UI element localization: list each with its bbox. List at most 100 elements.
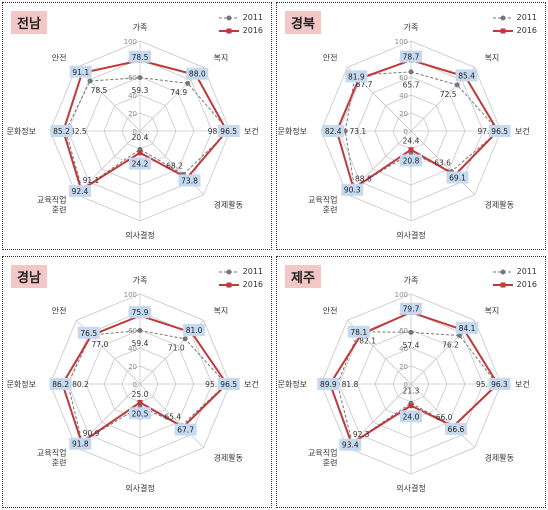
data-label-2011: 20.4 xyxy=(132,133,149,142)
data-label-box xyxy=(178,174,201,187)
data-label-2011: 77.0 xyxy=(92,340,109,349)
tick-label: 60 xyxy=(399,327,408,335)
data-label-2016: 85.4 xyxy=(458,71,475,80)
data-label-2011: 21.3 xyxy=(403,387,420,396)
data-label-2016: 81.0 xyxy=(186,326,203,335)
data-label-2011: 97.2 xyxy=(478,127,495,136)
axis-label: 문화정보 xyxy=(7,379,36,389)
axis-label: 가족 xyxy=(133,23,148,32)
data-label-box xyxy=(49,378,72,390)
tick-label: 20 xyxy=(128,110,137,118)
axis-label: 복지 xyxy=(485,53,500,62)
data-label-box xyxy=(488,125,511,137)
data-label-box xyxy=(174,423,197,436)
data-label-box xyxy=(68,185,91,198)
data-label-2016: 96.5 xyxy=(220,127,237,136)
data-label-2016: 84.1 xyxy=(459,324,476,333)
data-label-box xyxy=(129,50,151,63)
data-label-box xyxy=(322,125,345,137)
tick-label: 20 xyxy=(399,110,408,118)
data-label-2011: 25.0 xyxy=(132,390,149,399)
tick-label: 40 xyxy=(399,92,408,100)
series-line-2011 xyxy=(65,77,230,190)
axis-label: 경제활동 xyxy=(214,200,243,210)
tick-label: 40 xyxy=(128,345,137,353)
tick-label: 100 xyxy=(124,291,137,299)
point-2016 xyxy=(137,399,143,405)
axis-label: 가족 xyxy=(404,276,419,285)
axis-label: 안전 xyxy=(323,305,338,315)
panel-gyeongbuk: 경북 2011 2016 020406080100가족복지보건경제활동의사결정교… xyxy=(276,2,546,250)
axis-label: 가족 xyxy=(133,276,148,285)
legend-2016: 2016 xyxy=(516,26,537,35)
data-label-2011: 76.2 xyxy=(442,340,459,349)
axis-label: 가족 xyxy=(404,23,419,32)
data-label-box xyxy=(129,306,151,319)
point-2016 xyxy=(408,147,414,153)
data-label-box xyxy=(345,70,368,83)
data-label-2016: 81.9 xyxy=(348,72,365,81)
axis-label: 복지 xyxy=(485,306,500,315)
radar-grid: 020406080100 xyxy=(320,38,502,222)
axis-label: 교육직업 훈련 xyxy=(37,195,66,215)
axis-label: 경제활동 xyxy=(485,453,514,463)
legend: 2011 2016 xyxy=(492,11,537,37)
data-label-2011: 68.2 xyxy=(166,161,183,170)
data-label-2011: 74.9 xyxy=(170,88,187,97)
tick-label: 0 xyxy=(404,128,408,136)
data-label-box xyxy=(69,65,92,78)
data-label-2011: 59.4 xyxy=(132,339,149,348)
tick-label: 100 xyxy=(395,38,408,46)
legend: 2011 2016 xyxy=(218,265,263,291)
data-label-2016: 85.2 xyxy=(53,127,70,136)
data-label-box xyxy=(217,378,240,390)
axis-label: 복지 xyxy=(214,306,229,315)
tick-label: 20 xyxy=(128,363,137,371)
data-label-2016: 96.5 xyxy=(491,127,508,136)
axis-label: 보건 xyxy=(515,379,530,389)
data-label-2016: 91.8 xyxy=(72,440,89,449)
panel-jeju: 제주 2011 2016 020406080100가족복지보건경제활동의사결정교… xyxy=(276,256,546,508)
data-label-2016: 96.5 xyxy=(220,380,237,389)
data-label-box xyxy=(129,157,151,170)
data-label-box xyxy=(400,50,422,63)
panel-jeonnam: 전남 2011 2016 020406080100가족복지보건경제활동의사결정교… xyxy=(2,2,272,250)
axis-label: 의사결정 xyxy=(125,483,154,493)
data-label-box xyxy=(455,69,478,82)
data-label-2016: 24.0 xyxy=(403,412,420,421)
axis-label: 의사결정 xyxy=(125,230,154,240)
axis-label: 교육직업 훈련 xyxy=(37,448,66,468)
axis-label: 문화정보 xyxy=(278,126,307,136)
data-label-2016: 93.4 xyxy=(342,441,359,450)
radar-chart: 020406080100가족복지보건경제활동의사결정교육직업훈련문화정보안전59… xyxy=(7,276,259,493)
panel-title: 전남 xyxy=(11,11,47,34)
legend-2011: 2011 xyxy=(242,267,263,276)
data-label-2016: 82.4 xyxy=(325,127,342,136)
data-label-box xyxy=(400,410,422,423)
spoke xyxy=(347,383,412,448)
data-label-2011: 95.7 xyxy=(205,380,222,389)
legend: 2011 2016 xyxy=(218,11,263,37)
axis-label: 복지 xyxy=(214,53,229,62)
data-label-2016: 78.7 xyxy=(403,53,420,62)
axis-label: 의사결정 xyxy=(396,230,425,240)
data-label-2011: 59.3 xyxy=(132,86,149,95)
data-label-2011: 92.3 xyxy=(353,430,370,439)
point-2011 xyxy=(408,69,414,75)
spoke xyxy=(139,383,204,448)
data-label-2011: 73.1 xyxy=(349,127,366,136)
data-label-box xyxy=(446,171,469,184)
panel-title: 제주 xyxy=(285,265,321,288)
data-label-box xyxy=(400,302,422,315)
data-label-2011: 87.7 xyxy=(356,80,373,89)
data-label-2011: 95.5 xyxy=(476,380,493,389)
data-label-2011: 24.4 xyxy=(403,136,420,145)
tick-label: 100 xyxy=(395,291,408,299)
data-label-2011: 72.5 xyxy=(440,90,457,99)
point-2011 xyxy=(454,82,460,88)
point-2011 xyxy=(137,75,143,81)
legend: 2011 2016 xyxy=(492,265,537,291)
data-label-box xyxy=(183,323,206,336)
tick-label: 0 xyxy=(404,381,408,389)
spoke xyxy=(410,130,475,195)
